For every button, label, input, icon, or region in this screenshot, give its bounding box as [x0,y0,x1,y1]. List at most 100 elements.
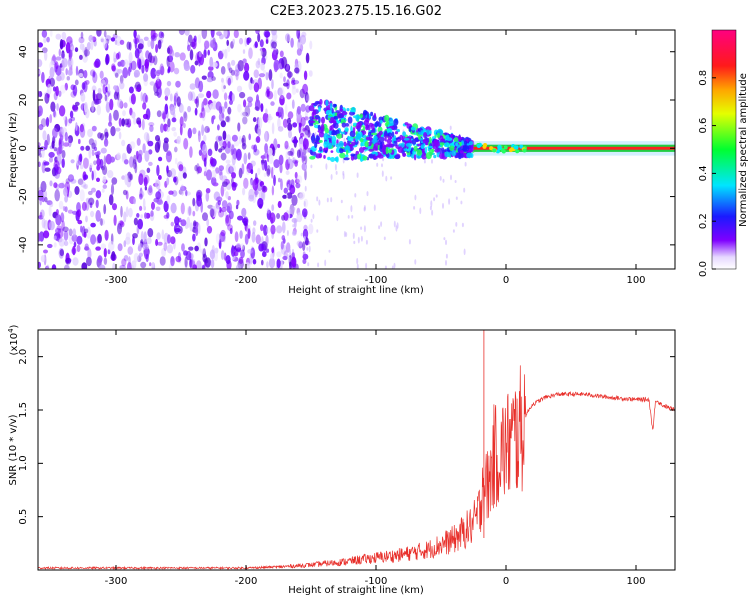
noise-blob [61,57,68,68]
noise-blob [216,207,221,214]
noise-blob [235,72,239,81]
noise-blob [76,244,81,253]
signal-blob [313,102,318,107]
noise-blob [146,237,152,245]
noise-blob [173,176,177,183]
noise-blob [294,79,299,85]
noise-dot [382,157,385,162]
noise-blob [284,103,288,115]
noise-dot [464,161,467,167]
noise-blob [119,39,125,45]
noise-blob [234,140,240,147]
noise-dot [442,202,444,209]
noise-blob [180,104,185,113]
snr-scale-label: (x104) [7,324,20,355]
noise-blob [269,212,276,224]
noise-blob [206,218,210,227]
noise-blob [142,143,146,154]
noise-blob [199,248,206,254]
noise-blob [133,69,140,78]
signal-blob [444,132,448,136]
noise-blob [69,49,73,58]
noise-blob [144,212,148,220]
noise-blob [304,108,308,120]
noise-blob [236,148,242,161]
noise-blob [56,225,62,231]
noise-blob [133,252,139,263]
y-tick-label: 0 [18,145,29,151]
noise-blob [179,116,184,127]
noise-blob [301,31,307,38]
noise-dot [288,256,291,262]
signal-blob [424,146,428,154]
noise-blob [276,225,283,234]
noise-blob [268,257,276,269]
noise-blob [78,154,82,166]
noise-dot [454,180,457,183]
noise-blob [58,144,63,155]
noise-blob [252,258,257,265]
noise-blob [73,241,77,248]
noise-blob [257,117,263,130]
noise-blob [59,72,65,81]
noise-blob [167,118,171,128]
noise-blob [304,155,308,165]
noise-blob [283,212,289,221]
noise-blob [201,112,206,122]
noise-blob [303,130,309,139]
noise-dot [414,259,417,265]
noise-blob [187,91,193,101]
noise-blob [75,122,78,131]
signal-blob [466,152,473,159]
signal-blob [341,111,348,116]
noise-blob [69,43,75,52]
noise-blob [41,147,45,159]
noise-blob [74,47,79,53]
noise-blob [214,140,219,152]
noise-blob [300,34,306,45]
signal-blob [364,141,369,148]
noise-blob [111,177,118,185]
noise-blob [173,67,180,75]
noise-blob [102,38,108,49]
noise-blob [273,47,278,56]
noise-blob [149,124,154,132]
noise-blob [202,143,208,156]
noise-blob [260,103,264,113]
noise-blob [237,122,241,132]
noise-blob [96,104,102,116]
noise-dot [328,249,331,253]
noise-blob [231,172,236,179]
noise-blob [281,235,286,241]
signal-blob [355,125,360,130]
x-tick-label: -300 [105,576,128,587]
signal-blob [336,133,343,139]
noise-blob [72,104,79,111]
noise-blob [121,139,126,147]
noise-blob [99,264,106,269]
noise-blob [49,180,53,187]
noise-blob [63,240,69,247]
noise-blob [113,214,117,226]
signal-blob [420,130,424,134]
signal-blob [333,122,339,129]
noise-blob [97,87,102,95]
noise-dot [289,248,292,255]
noise-blob [283,76,286,83]
noise-blob [44,50,48,61]
noise-blob [115,52,120,60]
noise-blob [273,174,276,186]
noise-blob [203,170,207,177]
noise-blob [173,131,178,137]
noise-blob [249,163,253,170]
noise-blob [302,258,307,264]
noise-blob [206,77,214,83]
y-tick-label: 1.5 [18,402,29,418]
noise-blob [271,79,274,90]
noise-dot [286,230,289,236]
signal-blob [323,141,328,148]
noise-blob [134,162,138,174]
noise-blob [222,130,227,141]
noise-blob [302,241,306,252]
noise-blob [47,93,50,99]
